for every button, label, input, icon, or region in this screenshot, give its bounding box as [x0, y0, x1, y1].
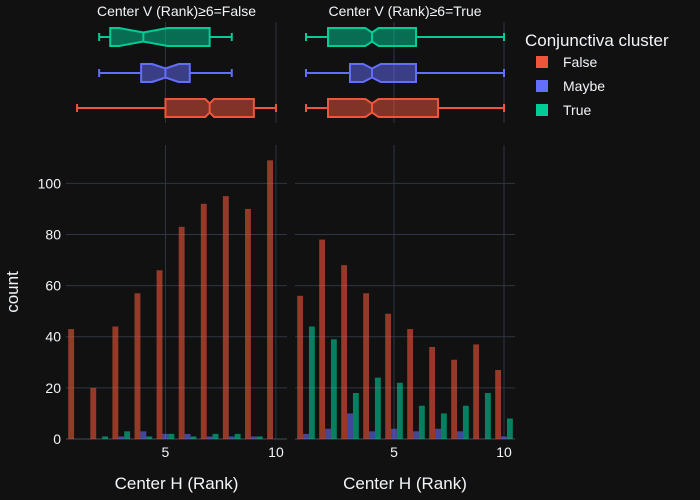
bar-true — [462, 405, 469, 439]
facet-panel-2: Center V (Rank)≥6=True 5 10 Center H (Rank) — [295, 3, 515, 493]
bar-maybe — [325, 428, 331, 439]
bar-maybe — [162, 433, 169, 439]
bar-false — [267, 160, 274, 440]
bar-false — [341, 265, 348, 439]
y-tick-label: 40 — [45, 329, 61, 345]
bar-maybe — [347, 413, 353, 439]
y-tick-label: 100 — [38, 175, 62, 191]
legend-swatch-maybe — [536, 80, 548, 92]
bar-true — [506, 418, 513, 439]
bar-false — [68, 329, 75, 439]
bar-false — [407, 329, 414, 439]
legend: Conjunctiva cluster False Maybe True — [525, 31, 669, 118]
bar-maybe — [206, 436, 213, 439]
facet-title: Center V (Rank)≥6=True — [328, 3, 481, 19]
facet-title: Center V (Rank)≥6=False — [97, 3, 256, 19]
bar-maybe — [250, 436, 257, 439]
bar-maybe — [413, 431, 419, 439]
bar-true — [352, 392, 359, 439]
bar-maybe — [140, 431, 147, 439]
bar-maybe — [303, 433, 309, 439]
bar-true — [418, 405, 425, 439]
box-false — [327, 98, 439, 118]
bar-false — [363, 293, 370, 439]
legend-label-false: False — [563, 54, 597, 70]
bar-true — [440, 413, 447, 439]
bar-maybe — [228, 436, 235, 439]
bar-true — [146, 436, 153, 439]
bar-true — [330, 339, 337, 439]
bar-maybe — [501, 436, 507, 439]
box-true — [109, 27, 211, 47]
x-tick-label: 5 — [390, 444, 398, 460]
bar-maybe — [118, 436, 125, 439]
bar-true — [234, 433, 241, 439]
bar-false — [90, 387, 97, 439]
bar-false — [156, 270, 163, 439]
y-tick-label: 0 — [53, 431, 61, 447]
bar-maybe — [391, 428, 397, 439]
bar-maybe — [369, 431, 375, 439]
bar-maybe — [457, 431, 463, 439]
x-axis-title: Center H (Rank) — [343, 474, 467, 493]
bar-false — [385, 313, 392, 439]
y-tick-label: 60 — [45, 278, 61, 294]
box-maybe — [349, 63, 417, 83]
x-tick-label: 5 — [162, 444, 170, 460]
bar-true — [102, 436, 108, 439]
bar-false — [495, 369, 502, 439]
bar-false — [222, 196, 229, 439]
bar-true — [256, 436, 263, 439]
bar-false — [451, 359, 458, 439]
legend-label-maybe: Maybe — [563, 78, 605, 94]
legend-label-true: True — [563, 102, 591, 118]
legend-title: Conjunctiva cluster — [525, 31, 669, 50]
bar-false — [178, 226, 185, 439]
bar-false — [473, 344, 480, 439]
bar-true — [124, 431, 131, 439]
x-axis-title: Center H (Rank) — [115, 474, 239, 493]
legend-swatch-true — [536, 104, 548, 116]
bar-true — [212, 433, 219, 439]
y-tick-label: 20 — [45, 380, 61, 396]
bar-true — [484, 392, 491, 439]
bar-true — [190, 436, 197, 439]
bar-false — [200, 203, 207, 439]
x-tick-label: 10 — [496, 444, 512, 460]
bar-maybe — [184, 433, 191, 439]
bar-false — [245, 208, 251, 439]
bar-false — [134, 293, 141, 439]
bar-false — [297, 295, 304, 439]
bar-false — [112, 326, 119, 439]
x-tick-label: 10 — [268, 444, 284, 460]
bar-false — [429, 346, 436, 439]
bar-maybe — [435, 428, 441, 439]
facet-panel-1: Center V (Rank)≥6=False 5 10 Center H (Rank… — [66, 3, 287, 493]
bar-true — [374, 377, 381, 439]
bar-true — [168, 433, 175, 439]
legend-swatch-false — [536, 56, 548, 68]
bar-true — [308, 326, 315, 439]
y-axis-title: count — [3, 271, 22, 313]
y-tick-label: 80 — [45, 226, 61, 242]
bar-false — [319, 239, 326, 439]
bar-true — [396, 382, 403, 439]
